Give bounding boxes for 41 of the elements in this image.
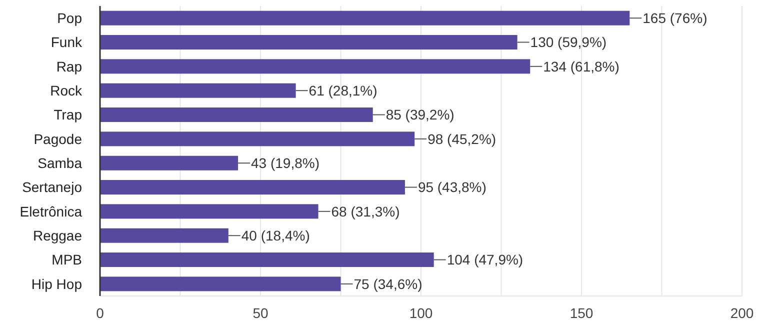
x-tick-label: 150 xyxy=(570,305,594,321)
x-tick-label: 0 xyxy=(96,305,104,321)
bar xyxy=(100,10,630,26)
y-tick-label: Samba xyxy=(38,154,82,171)
bar xyxy=(100,156,238,170)
data-label: 40 (18,4%) xyxy=(241,227,310,244)
y-tick-label: Hip Hop xyxy=(31,276,82,292)
data-label: 68 (31,3%) xyxy=(331,203,400,220)
data-label: 104 (47,9%) xyxy=(446,252,524,268)
bar xyxy=(100,35,518,50)
y-tick-label: Sertanejo xyxy=(22,179,82,196)
x-tick-label: 100 xyxy=(409,305,433,321)
y-tick-label: Pagode xyxy=(34,130,82,147)
bar xyxy=(100,59,530,74)
y-tick-label: MPB xyxy=(52,252,82,268)
data-label: 134 (61,8%) xyxy=(543,58,620,74)
bar xyxy=(100,252,434,267)
bar xyxy=(100,276,341,292)
bar xyxy=(100,204,318,219)
bar xyxy=(100,83,296,98)
data-label: 98 (45,2%) xyxy=(428,130,496,147)
y-tick-label: Eletrônica xyxy=(20,203,82,220)
bar xyxy=(100,180,405,194)
y-tick-label: Funk xyxy=(50,34,83,50)
data-label: 95 (43,8%) xyxy=(418,179,486,196)
x-tick-label: 50 xyxy=(252,305,268,321)
y-tick-label: Rap xyxy=(56,58,82,74)
data-label: 75 (34,6%) xyxy=(354,276,422,292)
bar xyxy=(100,108,373,122)
y-tick-label: Reggae xyxy=(32,227,82,244)
data-label: 165 (76%) xyxy=(642,10,708,26)
data-label: 61 (28,1%) xyxy=(308,82,378,98)
y-tick-label: Trap xyxy=(54,106,82,123)
data-label: 85 (39,2%) xyxy=(386,106,454,123)
bar xyxy=(100,228,228,243)
bar xyxy=(100,132,415,146)
x-tick-label: 200 xyxy=(730,305,754,321)
y-tick-label: Rock xyxy=(50,82,83,98)
y-tick-label: Pop xyxy=(57,10,82,26)
data-label: 43 (19,8%) xyxy=(251,154,320,171)
data-label: 130 (59,9%) xyxy=(530,34,607,50)
